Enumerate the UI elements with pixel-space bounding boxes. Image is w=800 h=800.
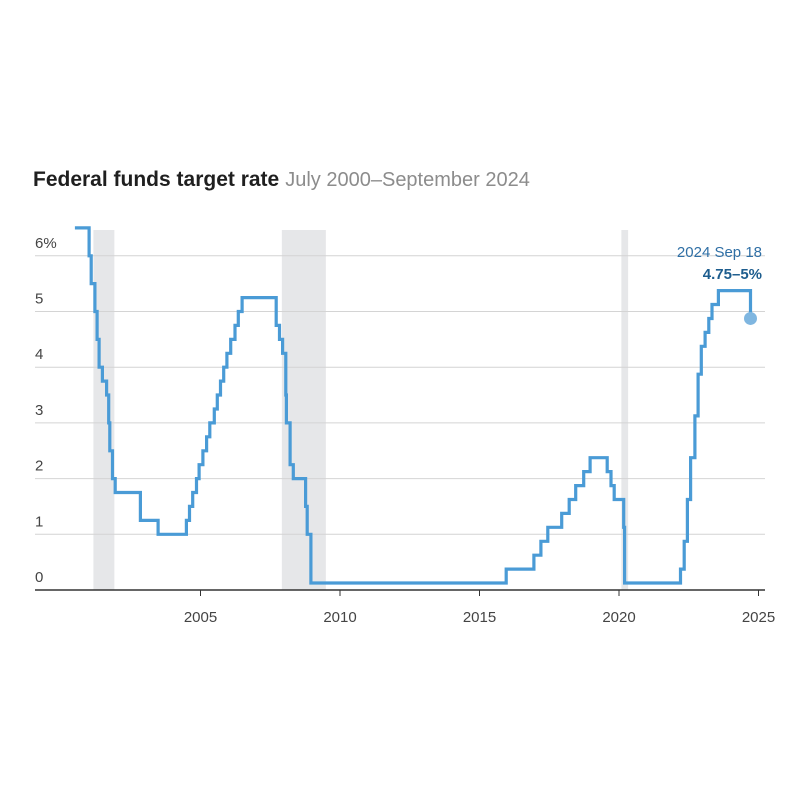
y-tick-label-3: 3 [35, 402, 43, 419]
annotation-date: 2024 Sep 18 [677, 244, 762, 261]
y-axis-ticks: 0 1 2 3 4 5 6% [35, 235, 57, 586]
gridlines [35, 255, 765, 591]
end-point-marker [743, 311, 757, 325]
annotation-value: 4.75–5% [703, 266, 762, 283]
series-group [74, 226, 753, 585]
chart-title-main: Federal funds target rate [33, 168, 280, 191]
x-tick-label-2025: 2025 [742, 609, 775, 626]
y-tick-label-4: 4 [35, 346, 43, 363]
x-tick-label-2020: 2020 [602, 609, 635, 626]
y-tick-label-1: 1 [35, 513, 43, 530]
y-tick-label-0: 0 [35, 569, 43, 586]
recession-band-3 [621, 230, 629, 590]
chart-subtitle: July 2000–September 2024 [285, 169, 530, 191]
x-tick-label-2005: 2005 [184, 609, 217, 626]
chart-title: Federal funds target rate July 2000–Septe… [33, 168, 530, 192]
y-tick-label-5: 5 [35, 291, 43, 308]
x-tick-label-2015: 2015 [463, 609, 496, 626]
annotation: 2024 Sep 18 4.75–5% [677, 244, 762, 325]
recession-band-1 [93, 230, 115, 590]
series-line-1 [74, 226, 753, 585]
y-tick-label-2: 2 [35, 458, 43, 475]
x-tick-label-2010: 2010 [323, 609, 356, 626]
recession-band-2 [281, 230, 326, 590]
x-axis-ticks: 2005 2010 2015 2020 2025 [184, 590, 775, 626]
y-tick-label-6: 6% [35, 235, 57, 252]
